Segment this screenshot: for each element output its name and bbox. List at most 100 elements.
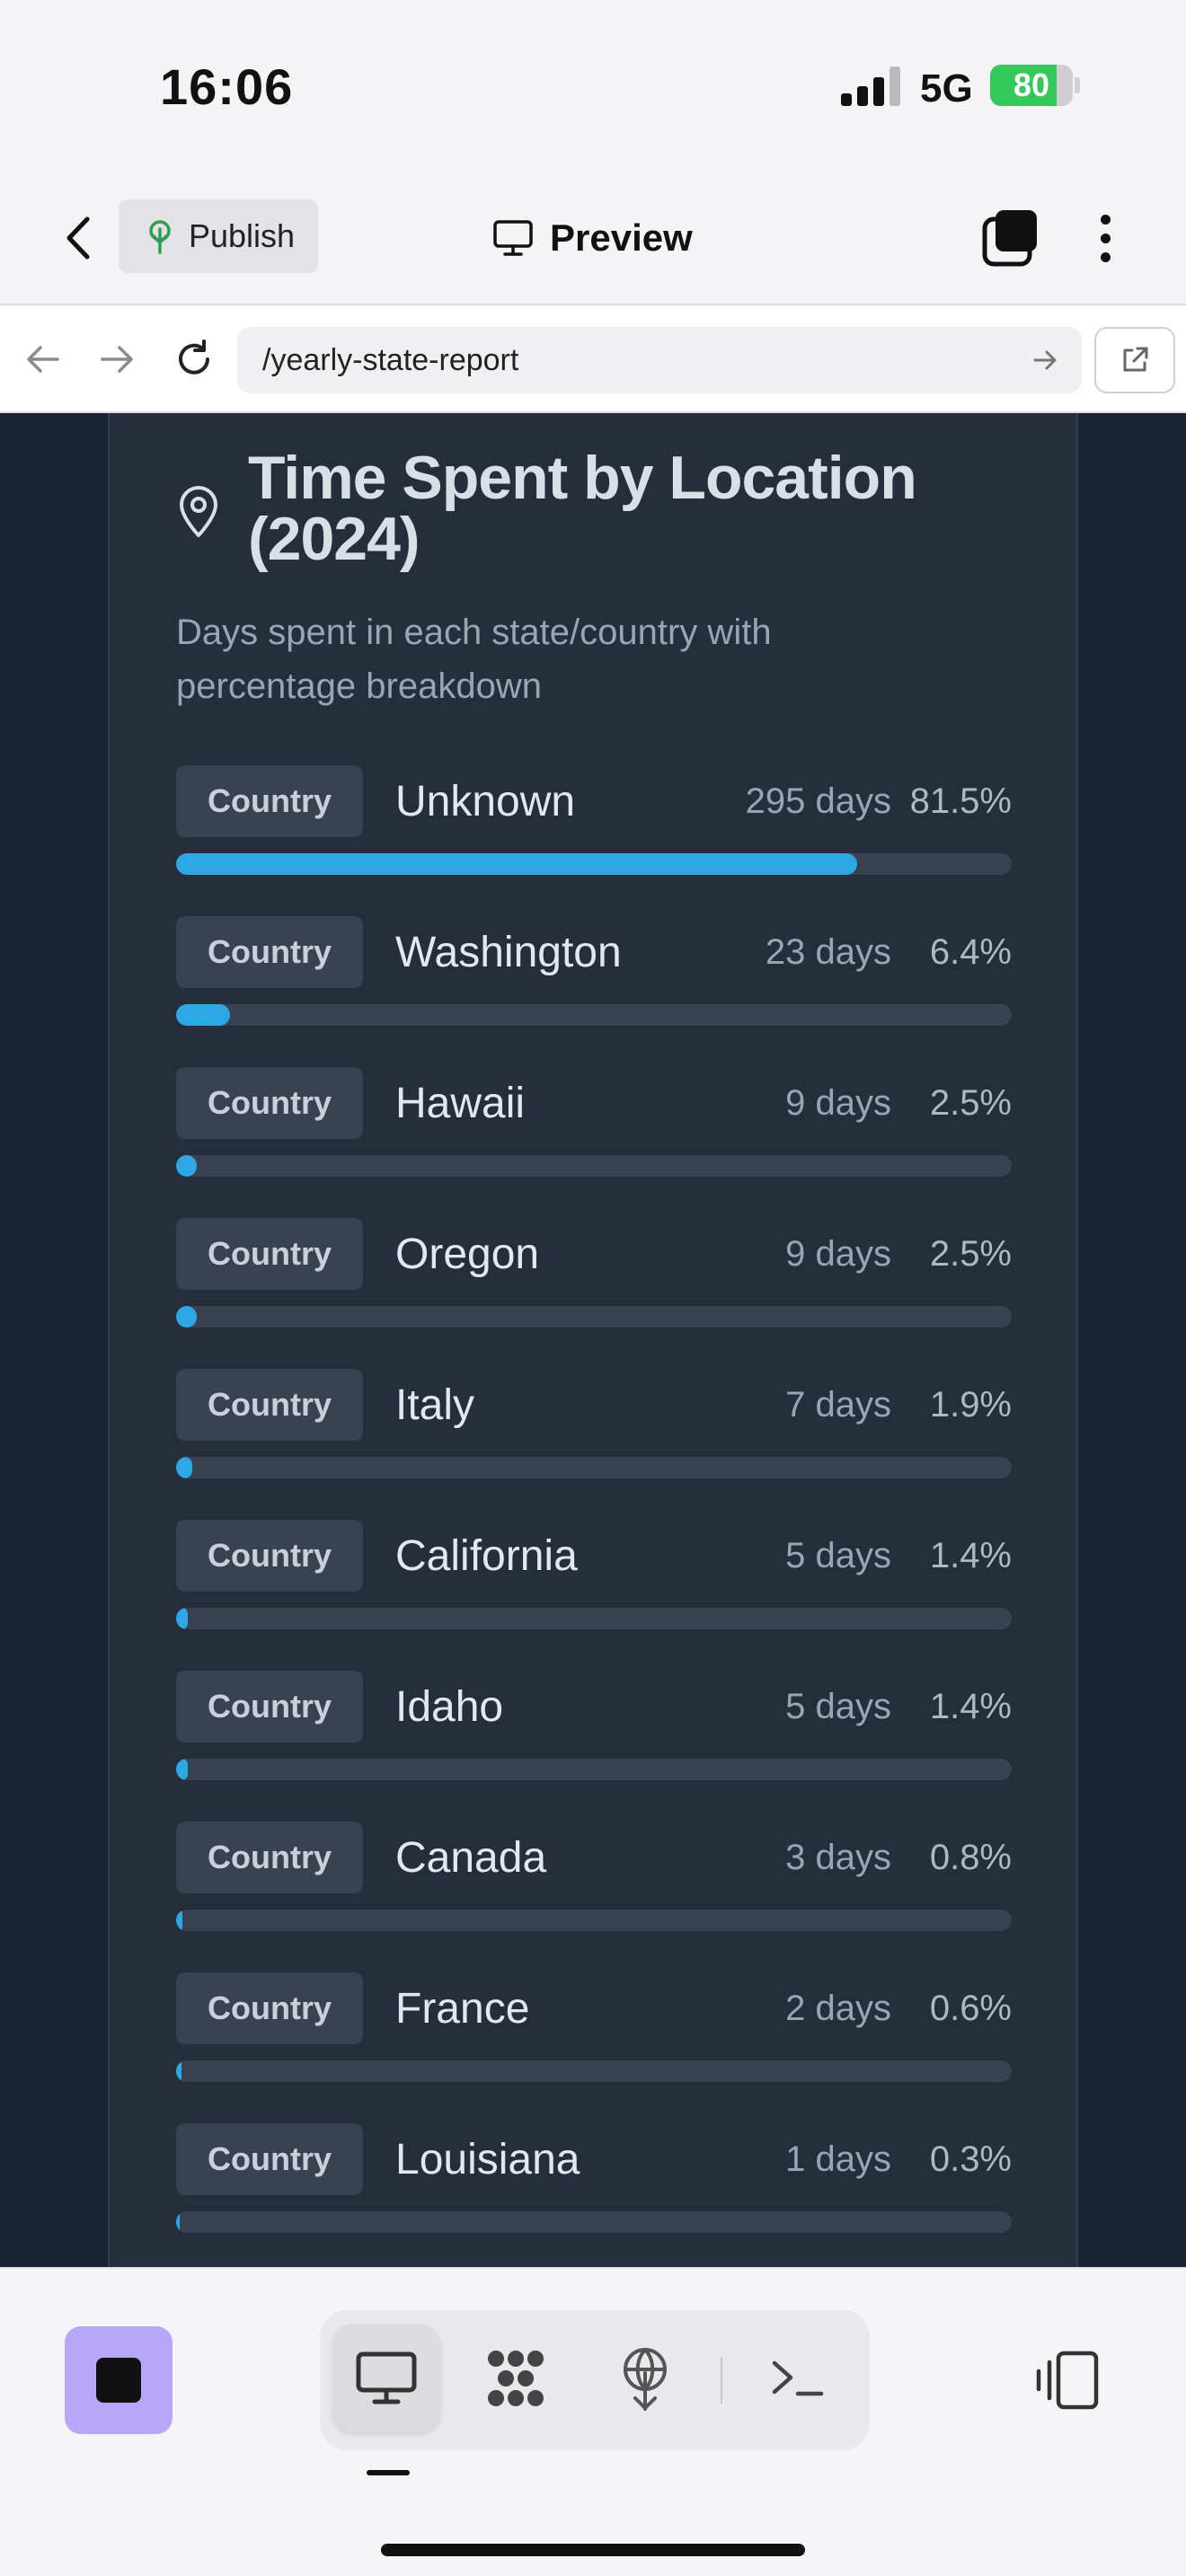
location-days: 5 days [785, 1686, 891, 1726]
desktop-preview-icon [356, 2351, 417, 2404]
location-days: 1 days [785, 2139, 891, 2179]
progress-fill [176, 853, 857, 875]
home-indicator [381, 2544, 805, 2556]
location-item: Country Italy 7 days 1.9% [176, 1369, 1012, 1520]
location-percent: 1.9% [929, 1384, 1012, 1425]
location-name: Oregon [395, 1230, 540, 1278]
progress-track [176, 1910, 1012, 1931]
progress-fill [176, 1457, 192, 1478]
location-card: Time Spent by Location (2024) Days spent… [108, 413, 1078, 2267]
tab-deploy[interactable] [591, 2325, 699, 2432]
location-row: Country Louisiana 1 days 0.3% [176, 2123, 1012, 2195]
map-pin-icon [180, 486, 217, 537]
tab-divider [721, 2357, 722, 2404]
side-panel-icon[interactable] [1033, 2346, 1102, 2414]
location-name: Washington [395, 928, 622, 976]
location-percent: 6.4% [929, 931, 1012, 972]
nodes-icon [488, 2351, 544, 2406]
progress-fill [176, 2060, 181, 2082]
open-external-button[interactable] [1094, 327, 1175, 393]
location-name: California [395, 1531, 578, 1580]
type-badge: Country [176, 1218, 363, 1290]
preview-title: Preview [492, 207, 693, 269]
location-days: 2 days [785, 1988, 891, 2028]
browser-bar: /yearly-state-report [0, 307, 1186, 413]
arrow-right-icon[interactable] [1028, 343, 1062, 377]
location-row: Country France 2 days 0.6% [176, 1972, 1012, 2044]
tree-icon [149, 220, 171, 254]
more-vertical-icon[interactable] [1087, 207, 1123, 269]
location-item: Country Unknown 295 days 81.5% [176, 765, 1012, 916]
location-row: Country Canada 3 days 0.8% [176, 1822, 1012, 1893]
tabs-icon[interactable] [979, 207, 1042, 269]
location-row: Country Italy 7 days 1.9% [176, 1369, 1012, 1441]
type-badge: Country [176, 765, 363, 837]
status-bar: 16:06 5G 80 [0, 0, 1186, 171]
progress-fill [176, 1910, 183, 1931]
location-name: Louisiana [395, 2135, 580, 2183]
location-item: Country France 2 days 0.6% [176, 1972, 1012, 2123]
terminal-icon [772, 2360, 824, 2396]
location-item: Country Hawaii 9 days 2.5% [176, 1067, 1012, 1218]
location-item: Country Washington 23 days 6.4% [176, 916, 1012, 1067]
progress-track [176, 853, 1012, 875]
progress-track [176, 1608, 1012, 1629]
app-stop-icon [96, 2358, 141, 2403]
progress-fill [176, 1608, 189, 1629]
publish-label: Publish [189, 217, 296, 254]
reload-icon [179, 340, 209, 375]
progress-fill [176, 2211, 180, 2233]
tab-terminal[interactable] [744, 2325, 852, 2432]
location-days: 295 days [745, 781, 891, 821]
publish-button[interactable]: Publish [119, 199, 318, 273]
web-content[interactable]: Time Spent by Location (2024) Days spent… [0, 413, 1186, 2267]
tab-nodes[interactable] [462, 2325, 570, 2432]
progress-fill [176, 1155, 198, 1177]
type-badge: Country [176, 916, 363, 988]
location-percent: 2.5% [929, 1233, 1012, 1274]
location-name: Idaho [395, 1682, 504, 1731]
location-percent: 0.8% [929, 1837, 1012, 1877]
battery-percent: 80 [1013, 66, 1050, 103]
location-list: Country Unknown 295 days 81.5% Country W… [176, 765, 1012, 2267]
type-badge: Country [176, 2123, 363, 2195]
progress-track [176, 1004, 1012, 1026]
location-item: Country Oregon 9 days 2.5% [176, 1218, 1012, 1369]
type-badge: Country [176, 1972, 363, 2044]
reload-button[interactable] [167, 332, 221, 386]
tab-desktop-preview[interactable] [332, 2325, 440, 2432]
location-days: 9 days [785, 1082, 891, 1123]
location-item: Country California 5 days 1.4% [176, 1520, 1012, 1671]
back-button[interactable] [50, 207, 104, 269]
progress-fill [176, 1004, 230, 1026]
progress-track [176, 2211, 1012, 2233]
view-switcher [320, 2310, 870, 2450]
type-badge: Country [176, 1520, 363, 1592]
card-title: Time Spent by Location (2024) [248, 444, 917, 573]
app-stop-button[interactable] [65, 2326, 173, 2434]
network-type: 5G [920, 66, 973, 110]
location-row: Country Washington 23 days 6.4% [176, 916, 1012, 988]
location-row: Country California 5 days 1.4% [176, 1520, 1012, 1592]
bottom-toolbar [0, 2267, 1186, 2576]
location-name: France [395, 1984, 530, 2033]
location-days: 9 days [785, 1233, 891, 1274]
signal-icon [841, 66, 900, 106]
progress-track [176, 1759, 1012, 1780]
location-days: 3 days [785, 1837, 891, 1877]
location-row: Country Unknown 295 days 81.5% [176, 765, 1012, 837]
browser-forward-button[interactable] [90, 332, 144, 386]
browser-back-button[interactable] [16, 332, 70, 386]
type-badge: Country [176, 1067, 363, 1139]
location-percent: 1.4% [929, 1535, 1012, 1575]
url-field[interactable]: /yearly-state-report [237, 327, 1082, 393]
location-item: Country Idaho 5 days 1.4% [176, 1671, 1012, 1822]
type-badge: Country [176, 1822, 363, 1893]
location-name: Italy [395, 1381, 475, 1429]
location-name: Canada [395, 1833, 547, 1882]
card-header: Time Spent by Location (2024) Days spent… [176, 447, 1039, 713]
external-link-icon [1123, 347, 1148, 372]
chevron-left-icon [66, 216, 90, 260]
battery-fill [990, 65, 1057, 106]
app-toolbar: Publish Preview [0, 171, 1186, 305]
